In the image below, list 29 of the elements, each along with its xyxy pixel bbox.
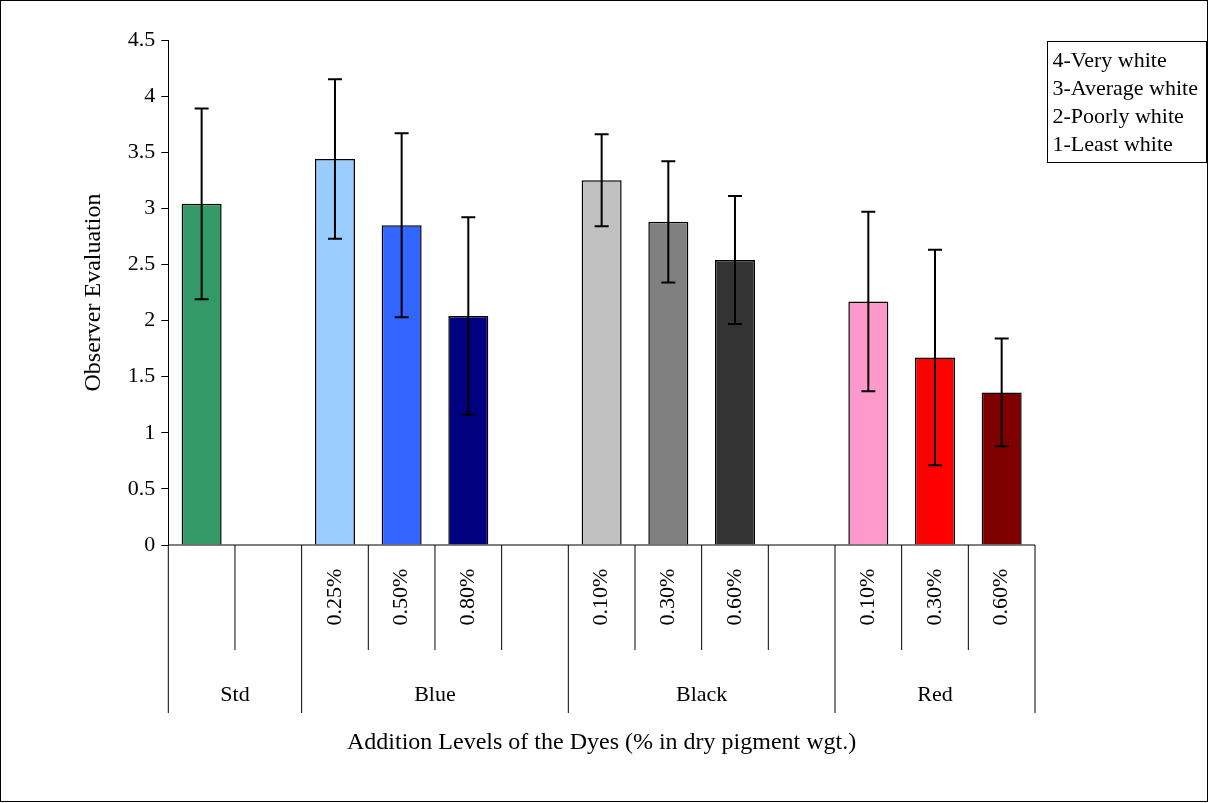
x-tick-label: 0.80% [454, 568, 480, 626]
x-axis-title: Addition Levels of the Dyes (% in dry pigment wgt.) [347, 728, 857, 755]
x-tick-label: 0.60% [720, 568, 746, 626]
y-tick-label: 2.5 [127, 250, 156, 276]
y-tick-label: 3.5 [127, 138, 156, 163]
x-tick-label: 0.30% [654, 568, 680, 626]
text: Black [675, 680, 728, 706]
y-tick-label: 1 [144, 418, 156, 444]
x-tick-label: 0.25% [320, 568, 346, 626]
text: 4-Very white [1052, 46, 1168, 74]
text: 1-Least white [1052, 130, 1174, 158]
text: 2-Poorly white [1052, 102, 1185, 130]
x-tick-label: 0.50% [387, 568, 413, 626]
y-tick-label: 2 [144, 306, 156, 332]
y-axis-title: Observer Evaluation [78, 193, 105, 392]
y-tick-label: 4.5 [127, 25, 156, 51]
y-tick-label: 4 [144, 81, 156, 107]
y-tick-label: 1.5 [127, 362, 156, 388]
text: Blue [414, 680, 456, 706]
text: Std [220, 680, 250, 706]
text: Red [917, 680, 953, 706]
y-tick-label: 3 [144, 194, 156, 220]
x-tick-label: 0.10% [587, 568, 613, 626]
text: 3-Average white [1052, 74, 1198, 102]
x-tick-label: 0.30% [920, 568, 946, 626]
x-tick-label: 0.10% [854, 568, 880, 626]
x-tick-label: 0.60% [987, 568, 1013, 626]
y-tick-label: 0 [144, 530, 156, 556]
y-tick-label: 0.5 [127, 474, 156, 500]
